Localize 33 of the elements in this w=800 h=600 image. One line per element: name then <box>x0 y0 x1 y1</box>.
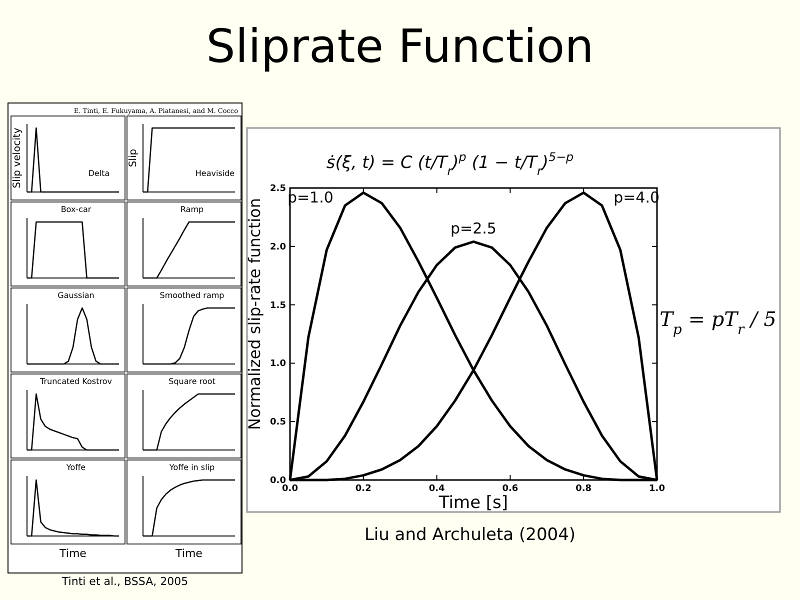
y-axis-title: Slip velocity <box>12 128 23 188</box>
chart-title: Box-car <box>60 205 92 214</box>
y-tick-label: 0.5 <box>270 418 286 428</box>
text: Liu and Archuleta (2004) <box>364 525 576 545</box>
x-tick-label: 0.2 <box>355 484 372 494</box>
text: Delta <box>88 169 110 178</box>
x-axis-title: Time [s] <box>438 493 508 513</box>
x-axis-title: Time <box>174 547 203 560</box>
chart-title: Ramp <box>180 205 204 214</box>
chart-title: Yoffe <box>65 463 86 472</box>
x-axis-title: Time <box>58 547 87 560</box>
chart-title: Sliprate Function <box>206 19 594 73</box>
chart-title: Gaussian <box>58 291 94 300</box>
y-axis-title: Slip <box>128 148 139 168</box>
text: ṡ(ξ, t) = C (t/T$_{r}$)$^{p}$ (1 − t/T$_{r}$)$^{5−p}$ <box>326 150 574 178</box>
x-tick-label: 0.0 <box>282 484 298 494</box>
y-tick-label: 1.0 <box>270 359 286 370</box>
chart-title: Smoothed ramp <box>160 291 224 300</box>
y-tick-label: 2.5 <box>270 184 286 194</box>
text: T$_{p}$ = pT$_{r}$ / 5 <box>660 307 776 338</box>
y-axis-title: Normalized slip-rate function <box>245 198 264 430</box>
text: Tinti et al., BSSA, 2005 <box>60 575 188 588</box>
x-tick-label: 0.4 <box>428 484 445 494</box>
text: Heaviside <box>195 169 235 178</box>
x-tick-label: 0.6 <box>502 484 518 494</box>
x-tick-label: 1.0 <box>649 484 665 494</box>
x-tick-label: 0.8 <box>576 484 592 494</box>
y-tick-label: 1.5 <box>270 300 286 311</box>
y-tick-label: 2.0 <box>270 242 286 252</box>
chart-title: Truncated Kostrov <box>39 377 112 386</box>
chart-title: Yoffe in slip <box>168 463 215 472</box>
chart-title: Square root <box>168 377 216 386</box>
series-label: p=2.5 <box>450 220 496 238</box>
